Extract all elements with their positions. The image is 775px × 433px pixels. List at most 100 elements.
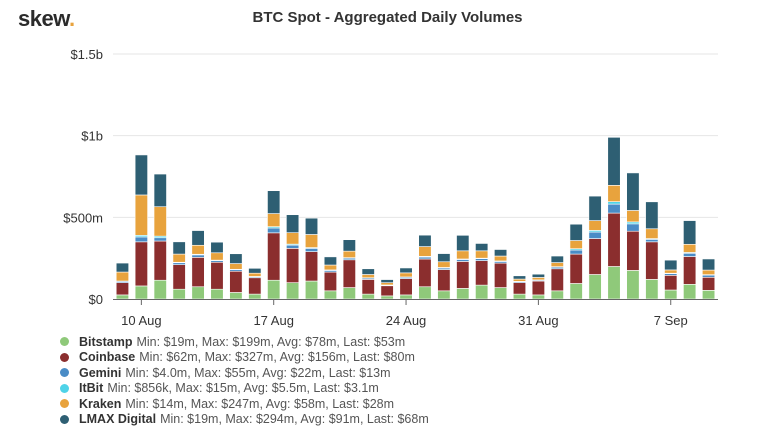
bar-segment-lmax-digital xyxy=(210,241,224,254)
bar-segment-lmax-digital xyxy=(550,255,564,263)
bar-segment-bitstamp xyxy=(210,288,224,300)
bar-segment-bitstamp xyxy=(475,284,489,300)
bar-segment-coinbase xyxy=(418,258,432,288)
stacked-bar-chart: $0 $500m $1b $1.5b 10 Aug 17 Aug 24 Aug 31 Aug 7… xyxy=(63,47,718,328)
y-tick-label: $1.5b xyxy=(70,47,103,62)
legend-series-stats: Min: $19m, Max: $294m, Avg: $91m, Last: … xyxy=(160,412,429,427)
bar-segment-kraken xyxy=(380,282,394,286)
bar-segment-bitstamp xyxy=(361,293,375,300)
bar-segment-lmax-digital xyxy=(569,223,583,241)
y-tick-label: $1b xyxy=(81,129,103,144)
bar-segment-gemini xyxy=(191,254,205,258)
legend-series-stats: Min: $62m, Max: $327m, Avg: $156m, Last:… xyxy=(139,350,415,365)
bar-segment-lmax-digital xyxy=(191,230,205,246)
bar-segment-lmax-digital xyxy=(475,243,489,252)
bar-segment-kraken xyxy=(210,252,224,261)
bar-segment-bitstamp xyxy=(115,294,129,300)
bar-segment-lmax-digital xyxy=(626,172,640,211)
legend-series-name: ItBit xyxy=(79,381,104,396)
bar-segment-kraken xyxy=(494,255,508,262)
bar-segment-gemini xyxy=(134,236,148,243)
bar-segment-gemini xyxy=(153,237,167,242)
bar-segment-kraken xyxy=(607,185,621,202)
bar-segment-bitstamp xyxy=(588,274,602,300)
y-tick-label: $0 xyxy=(89,292,103,307)
bar-segment-kraken xyxy=(456,250,470,260)
bar-segment-lmax-digital xyxy=(361,268,375,275)
bar-segment-coinbase xyxy=(267,232,281,281)
legend-item[interactable]: LMAX Digital Min: $19m, Max: $294m, Avg: … xyxy=(60,412,429,428)
bar-segment-bitstamp xyxy=(569,283,583,300)
bar-segment-coinbase xyxy=(626,230,640,271)
bar-segment-coinbase xyxy=(456,261,470,289)
bar-segment-gemini xyxy=(702,274,716,278)
chart-title: BTC Spot - Aggregated Daily Volumes xyxy=(252,9,523,26)
legend-series-name: Gemini xyxy=(79,365,122,380)
bar-segment-coinbase xyxy=(248,277,262,295)
legend-series-name: Bitstamp xyxy=(79,334,133,349)
bar-segment-bitstamp xyxy=(323,290,337,300)
bar-segment-bitstamp xyxy=(380,295,394,300)
bar-segment-lmax-digital xyxy=(134,154,148,196)
bar-segment-lmax-digital xyxy=(607,137,621,186)
bar-segment-bitstamp xyxy=(267,279,281,300)
bar-segment-kraken xyxy=(361,274,375,279)
legend-item[interactable]: ItBit Min: $856k, Max: $15m, Avg: $5.5m, … xyxy=(60,381,429,397)
bar-segment-kraken xyxy=(569,240,583,249)
bar-segment-bitstamp xyxy=(172,288,186,300)
legend-marker xyxy=(60,352,69,362)
legend-series-name: Coinbase xyxy=(79,350,136,365)
bar-segment-kraken xyxy=(664,269,678,274)
legend-series-stats: Min: $19m, Max: $199m, Avg: $78m, Last: … xyxy=(136,334,406,349)
bar-segment-lmax-digital xyxy=(456,235,470,252)
bar-segment-lmax-digital xyxy=(702,258,716,271)
bar-segment-gemini xyxy=(645,239,659,243)
bar-segment-bitstamp xyxy=(531,294,545,300)
bar-segment-lmax-digital xyxy=(380,279,394,283)
bar-segment-lmax-digital xyxy=(248,267,262,274)
legend-item[interactable]: Bitstamp Min: $19m, Max: $199m, Avg: $78m… xyxy=(60,334,429,350)
bar-segment-bitstamp xyxy=(512,293,527,300)
bar-segment-lmax-digital xyxy=(229,253,243,264)
bar-segment-coinbase xyxy=(134,241,148,287)
chart-bars xyxy=(115,137,716,300)
bar-segment-bitstamp xyxy=(248,293,262,300)
bar-segment-kraken xyxy=(248,272,262,277)
bar-segment-coinbase xyxy=(683,256,697,285)
bar-segment-kraken xyxy=(115,271,129,282)
bar-segment-gemini xyxy=(286,244,300,249)
bar-segment-itbit xyxy=(607,201,621,205)
bar-segment-gemini xyxy=(267,227,281,234)
bar-segment-bitstamp xyxy=(134,285,148,300)
legend-item[interactable]: Gemini Min: $4.0m, Max: $55m, Avg: $22m, … xyxy=(60,365,429,381)
chart-legend: Bitstamp Min: $19m, Max: $199m, Avg: $78m… xyxy=(60,334,429,427)
legend-series-stats: Min: $856k, Max: $15m, Avg: $5.5m, Last:… xyxy=(107,381,379,396)
bar-segment-lmax-digital xyxy=(683,220,697,245)
bar-segment-lmax-digital xyxy=(531,273,545,278)
bar-segment-gemini xyxy=(607,203,621,214)
bar-segment-coinbase xyxy=(512,282,527,295)
bar-segment-kraken xyxy=(134,194,148,236)
legend-item[interactable]: Kraken Min: $14m, Max: $247m, Avg: $58m, … xyxy=(60,396,429,412)
bar-segment-bitstamp xyxy=(399,294,413,300)
bar-segment-bitstamp xyxy=(191,286,205,300)
legend-series-stats: Min: $4.0m, Max: $55m, Avg: $22m, Last: … xyxy=(125,365,391,380)
bar-segment-lmax-digital xyxy=(664,259,678,271)
bar-segment-coinbase xyxy=(210,261,224,290)
bar-segment-coinbase xyxy=(550,268,564,292)
bar-segment-bitstamp xyxy=(645,279,659,300)
legend-series-name: LMAX Digital xyxy=(79,412,157,427)
bar-segment-bitstamp xyxy=(153,279,167,300)
bar-segment-lmax-digital xyxy=(153,173,167,208)
bar-segment-coinbase xyxy=(153,240,167,281)
bar-segment-coinbase xyxy=(645,241,659,280)
bar-segment-kraken xyxy=(512,278,527,282)
bar-segment-lmax-digital xyxy=(437,253,451,263)
bar-segment-lmax-digital xyxy=(342,239,356,252)
bar-segment-coinbase xyxy=(380,285,394,297)
bar-segment-kraken xyxy=(286,232,300,245)
logo-text: skew xyxy=(18,6,70,31)
bar-segment-coinbase xyxy=(229,270,243,293)
legend-item[interactable]: Coinbase Min: $62m, Max: $327m, Avg: $156… xyxy=(60,350,429,366)
bar-segment-gemini xyxy=(683,252,697,257)
